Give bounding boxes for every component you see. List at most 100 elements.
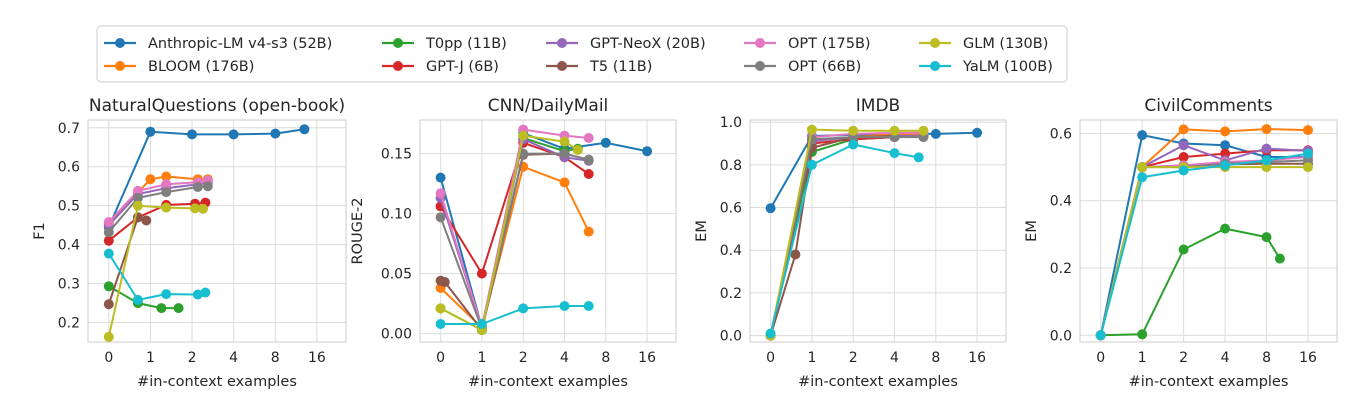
data-point bbox=[145, 126, 156, 137]
data-point bbox=[1137, 162, 1148, 173]
data-point bbox=[103, 248, 114, 259]
data-point bbox=[270, 128, 281, 139]
data-point bbox=[765, 203, 776, 214]
data-point bbox=[103, 331, 114, 342]
series-yalm-100b bbox=[103, 248, 211, 305]
data-point bbox=[1220, 223, 1231, 234]
data-point bbox=[972, 127, 983, 138]
data-point bbox=[476, 319, 487, 329]
x-tick-label: 0 bbox=[436, 350, 445, 366]
data-point bbox=[583, 301, 594, 311]
series-line bbox=[1099, 134, 1308, 336]
legend-marker bbox=[930, 61, 940, 71]
y-tick-label: 0.6 bbox=[720, 201, 742, 217]
plot-area bbox=[750, 120, 1006, 342]
x-tick-label: 2 bbox=[188, 350, 197, 366]
x-tick-label: 16 bbox=[1299, 350, 1317, 366]
y-tick-label: 0.2 bbox=[58, 316, 80, 332]
data-point bbox=[161, 179, 172, 190]
legend-label: OPT (175B) bbox=[788, 36, 871, 52]
y-tick-label: 0.6 bbox=[58, 160, 80, 176]
legend-item-t0pp-11b: T0pp (11B) bbox=[382, 36, 507, 52]
x-tick-label: 1 bbox=[807, 350, 816, 366]
x-tick-label: 0 bbox=[1096, 350, 1105, 366]
data-point bbox=[583, 154, 594, 165]
data-point bbox=[1178, 152, 1189, 162]
x-tick-label: 4 bbox=[890, 350, 899, 366]
x-tick-label: 1 bbox=[1138, 350, 1147, 366]
legend: Anthropic-LM v4-s3 (52B) BLOOM (176B) T0pp… bbox=[96, 25, 1068, 83]
x-tick-label: 2 bbox=[1179, 350, 1188, 366]
y-tick-label: 0.6 bbox=[1050, 126, 1072, 142]
data-point bbox=[848, 139, 859, 150]
data-point bbox=[1137, 172, 1148, 183]
data-point bbox=[161, 187, 172, 198]
data-point bbox=[173, 303, 184, 314]
data-point bbox=[806, 124, 817, 135]
data-point bbox=[187, 129, 197, 140]
legend-frame bbox=[96, 25, 1068, 83]
y-tick-label: 0.3 bbox=[58, 277, 80, 293]
y-tick-label: 0.00 bbox=[381, 327, 412, 343]
x-axis-label: #in-context examples bbox=[468, 374, 628, 390]
data-point bbox=[103, 227, 114, 238]
data-point bbox=[583, 133, 594, 143]
data-point bbox=[435, 188, 446, 199]
y-tick-label: 0.0 bbox=[1050, 328, 1072, 344]
data-point bbox=[1220, 126, 1231, 137]
data-point bbox=[572, 145, 583, 155]
data-point bbox=[583, 226, 594, 237]
data-point bbox=[559, 148, 570, 159]
legend-item-bloom-176b: BLOOM (176B) bbox=[104, 59, 254, 75]
data-point bbox=[132, 200, 143, 211]
data-point bbox=[1137, 130, 1148, 141]
legend-marker bbox=[557, 61, 567, 71]
data-point bbox=[559, 136, 570, 147]
chart-title: NaturalQuestions (open-book) bbox=[89, 96, 345, 116]
data-point bbox=[200, 287, 211, 298]
data-point bbox=[1178, 140, 1189, 151]
plot-frame bbox=[749, 119, 1007, 343]
data-point bbox=[1220, 160, 1231, 171]
y-tick-label: 0.2 bbox=[1050, 261, 1072, 277]
x-tick-label: 4 bbox=[560, 350, 569, 366]
chart-panels: 0 1 2 4 8 16 0.2 0.3 0.4 0.5 0.6 0.7 NaturalQuestion… bbox=[32, 96, 1338, 390]
y-tick-label: 0.0 bbox=[720, 329, 742, 345]
x-tick-label: 2 bbox=[849, 350, 858, 366]
data-point bbox=[103, 235, 114, 246]
x-tick-label: 1 bbox=[146, 350, 155, 366]
series-yalm-100b bbox=[435, 301, 594, 329]
x-tick-label: 16 bbox=[308, 350, 326, 366]
plot-frame bbox=[419, 119, 677, 343]
y-axis-label: EM bbox=[694, 220, 710, 242]
data-point bbox=[435, 303, 446, 314]
series-line bbox=[1099, 152, 1309, 336]
data-point bbox=[141, 215, 152, 226]
x-tick-label: 0 bbox=[766, 350, 775, 366]
legend-item-anthropic-lm-v4-s3-52b: Anthropic-LM v4-s3 (52B) bbox=[104, 36, 332, 52]
data-point bbox=[518, 130, 529, 141]
x-tick-label: 16 bbox=[968, 350, 986, 366]
legend-label: GPT-J (6B) bbox=[426, 59, 499, 75]
y-tick-label: 1.0 bbox=[720, 115, 742, 131]
x-tick-label: 0 bbox=[104, 350, 113, 366]
data-point bbox=[1178, 124, 1189, 135]
legend-marker bbox=[393, 61, 403, 71]
data-point bbox=[192, 289, 203, 300]
x-axis-label: #in-context examples bbox=[1129, 374, 1289, 390]
data-point bbox=[299, 124, 310, 135]
data-point bbox=[559, 301, 570, 311]
data-point bbox=[790, 249, 801, 260]
x-axis-label: #in-context examples bbox=[798, 374, 958, 390]
data-point bbox=[435, 212, 446, 223]
data-point bbox=[439, 277, 450, 287]
data-point bbox=[156, 303, 167, 314]
legend-label: T0pp (11B) bbox=[425, 36, 507, 52]
data-point bbox=[559, 177, 570, 188]
y-tick-label: 0.4 bbox=[720, 243, 742, 259]
x-axis-label: #in-context examples bbox=[137, 374, 297, 390]
y-axis-label: EM bbox=[1024, 220, 1040, 242]
data-point bbox=[202, 181, 213, 192]
series-yalm-100b bbox=[765, 139, 924, 339]
